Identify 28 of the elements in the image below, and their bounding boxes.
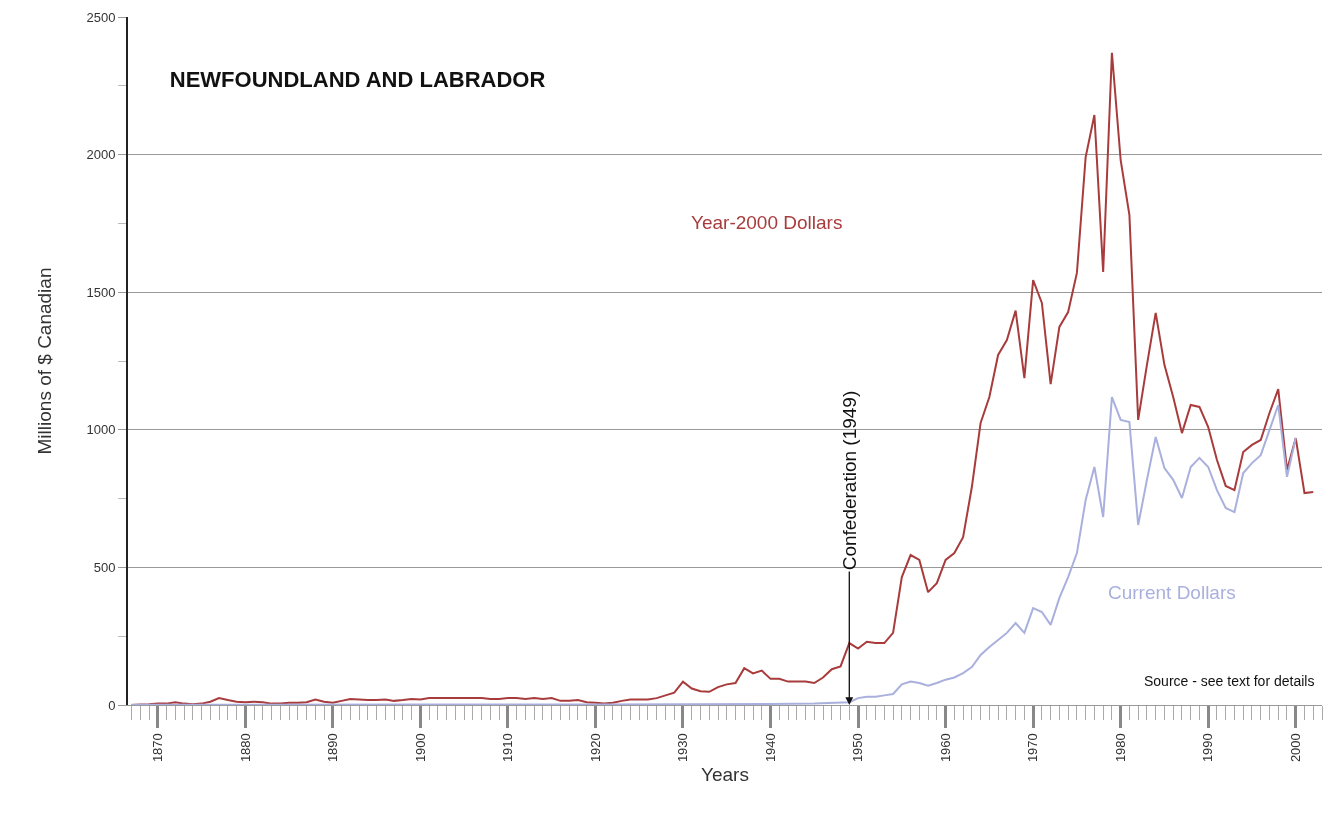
y-tick-label: 1000 bbox=[86, 422, 116, 438]
x-tick-label: 1870 bbox=[149, 733, 165, 763]
annotation: Source - see text for details bbox=[1144, 673, 1315, 689]
y-tick-label: 0 bbox=[108, 697, 116, 713]
x-tick-label: 1950 bbox=[850, 733, 866, 763]
x-tick-label: 1880 bbox=[237, 733, 253, 763]
x-tick-label: 1890 bbox=[325, 733, 341, 763]
y-tick-label: 1500 bbox=[86, 284, 116, 300]
x-tick-label: 1980 bbox=[1112, 733, 1128, 763]
x-tick-label: 1920 bbox=[587, 733, 603, 763]
annotation: Confederation (1949) bbox=[839, 390, 861, 571]
y-tick-label: 500 bbox=[93, 559, 116, 575]
x-tick-label: 1910 bbox=[500, 733, 516, 763]
y-tick-label: 2000 bbox=[86, 147, 116, 163]
x-tick-label: 1970 bbox=[1025, 733, 1041, 763]
y-axis-title: Millions of $ Canadian bbox=[33, 267, 55, 455]
text: Year-2000 Dollars bbox=[691, 212, 843, 233]
x-tick-label: 1940 bbox=[762, 733, 778, 763]
x-tick-label: 1990 bbox=[1200, 733, 1216, 763]
line-series bbox=[130, 51, 1315, 705]
x-tick-label: 2000 bbox=[1287, 733, 1303, 763]
x-tick-label: 1900 bbox=[412, 733, 428, 763]
text: NEWFOUNDLAND AND LABRADOR bbox=[169, 66, 546, 92]
text: Current Dollars bbox=[1108, 582, 1236, 603]
y-tick-label: 2500 bbox=[86, 9, 116, 25]
x-tick-label: 1960 bbox=[937, 733, 953, 763]
x-tick-label: 1930 bbox=[675, 733, 691, 763]
x-axis-title: Years bbox=[701, 763, 749, 785]
